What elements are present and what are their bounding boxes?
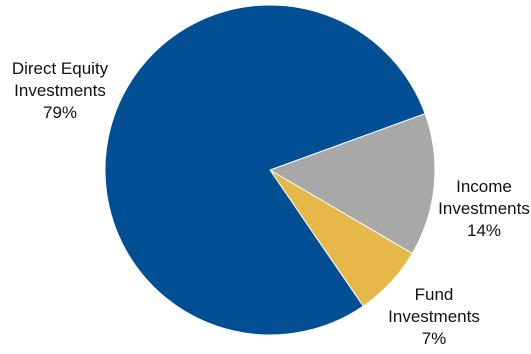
- pie-label-line: Direct Equity: [12, 59, 109, 78]
- pie-label-value: 14%: [467, 221, 501, 240]
- pie-slices: [104, 4, 436, 336]
- pie-label-income-investments: Income Investments 14%: [438, 177, 530, 240]
- pie-label-line: Income: [456, 177, 512, 196]
- pie-labels: Direct Equity Investments 79% Income Investm…: [12, 59, 530, 348]
- pie-label-fund-investments: Fund Investments 7%: [388, 285, 480, 348]
- pie-label-line: Investments: [438, 199, 530, 218]
- pie-label-line: Fund: [415, 285, 454, 304]
- pie-label-value: 7%: [422, 329, 447, 348]
- pie-slice-income-investments: [268, 112, 436, 255]
- pie-label-direct-equity-investments: Direct Equity Investments 79%: [12, 59, 109, 122]
- pie-slice-direct-equity-investments: [104, 4, 426, 336]
- pie-label-line: Investments: [388, 307, 480, 326]
- pie-label-line: Investments: [14, 81, 106, 100]
- pie-label-value: 79%: [43, 103, 77, 122]
